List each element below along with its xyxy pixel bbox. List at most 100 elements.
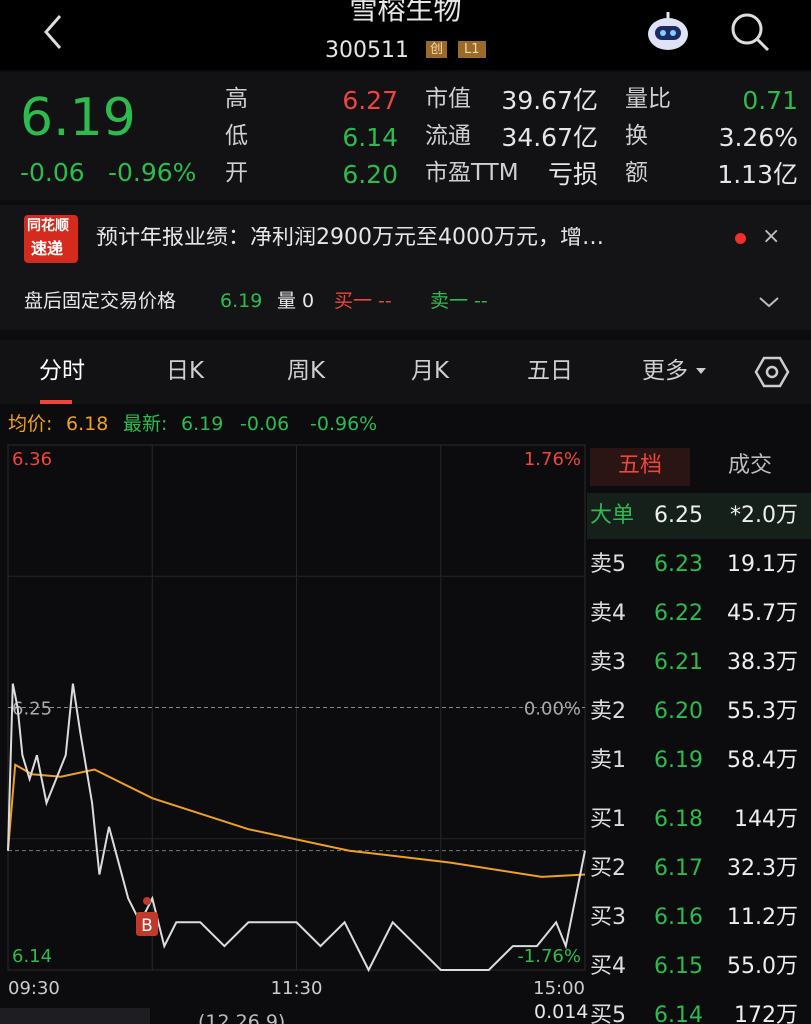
- expand-icon[interactable]: [758, 294, 780, 310]
- field-label: 高: [225, 86, 248, 112]
- x-tick-label: 15:00: [533, 978, 585, 999]
- book-volume: 55.3万: [727, 699, 798, 724]
- field-label: 低: [225, 123, 248, 149]
- settings-icon[interactable]: [754, 354, 790, 390]
- intraday-chart: 6.14 6.25 6.36 -1.76% 0.00% 1.76% 09:30 11:30 15…: [7, 444, 586, 999]
- stock-code: 300511: [325, 38, 409, 63]
- news-text[interactable]: 预计年报业绩：净利润2900万元至4000万元，增…: [96, 227, 604, 249]
- book-volume: 58.4万: [727, 748, 798, 773]
- field-value: 6.14: [342, 123, 398, 152]
- book-volume: 172万: [734, 1003, 798, 1024]
- field-value: 34.67亿: [501, 123, 598, 152]
- tab[interactable]: 月K: [410, 358, 450, 384]
- last-change-pct: -0.96%: [310, 413, 378, 435]
- book-volume: *2.0万: [730, 503, 798, 528]
- book-volume: 144万: [734, 807, 798, 832]
- tab[interactable]: 周K: [286, 358, 326, 384]
- back-button[interactable]: [38, 12, 68, 52]
- book-label: 买1: [590, 807, 626, 832]
- after-hours-label: 盘后固定交易价格: [24, 290, 177, 312]
- last-change: -0.06: [240, 413, 290, 435]
- book-tab[interactable]: 成交: [727, 453, 772, 478]
- book-tab: [590, 448, 690, 486]
- book-volume: 45.7万: [727, 601, 798, 626]
- book-price: 6.20: [654, 699, 703, 724]
- book-price: 6.22: [654, 601, 703, 626]
- field-label: 换: [625, 123, 648, 149]
- book-label: 卖4: [590, 601, 626, 626]
- field-value: 39.67亿: [501, 86, 598, 115]
- news-panel: [0, 205, 811, 330]
- y2-tick-label: -1.76%: [517, 946, 581, 967]
- quote-panel: [0, 72, 811, 200]
- series-line: [7, 683, 586, 973]
- book-volume: 19.1万: [727, 552, 798, 577]
- book-volume: 55.0万: [727, 954, 798, 979]
- book-price: 6.16: [654, 905, 703, 930]
- field-label: 量比: [625, 86, 671, 112]
- after-hours-price: 6.19: [220, 290, 263, 312]
- field-value: 亏损: [547, 160, 598, 189]
- search-icon[interactable]: [728, 10, 772, 54]
- buy-marker-dot: [143, 897, 151, 905]
- field-value: 6.20: [342, 160, 398, 189]
- field-value: 6.27: [342, 86, 398, 115]
- field-value: 0.71: [742, 86, 798, 115]
- book-price: 6.19: [654, 748, 703, 773]
- book-price: 6.15: [654, 954, 703, 979]
- last-value: 6.19: [181, 413, 224, 435]
- x-tick-label: 09:30: [8, 978, 60, 999]
- avg-value: 6.18: [66, 413, 109, 435]
- field-label: 开: [225, 160, 248, 186]
- title: 雪榕生物: [349, 0, 462, 26]
- book-label: 卖1: [590, 748, 626, 773]
- book-tab[interactable]: 五档: [617, 453, 662, 478]
- book-price: 6.21: [654, 650, 703, 675]
- y-tick-label: 6.25: [12, 699, 52, 720]
- avg-label: 均价:: [8, 413, 53, 435]
- y2-tick-label: 0.00%: [524, 699, 581, 720]
- after-hours-ask: 卖一 --: [430, 290, 488, 312]
- book-label: 买5: [590, 1003, 626, 1024]
- buy-marker-label: B: [141, 916, 153, 936]
- tab[interactable]: 日K: [165, 358, 205, 384]
- buy-marker: [136, 912, 158, 936]
- news-logo: [24, 215, 78, 263]
- field-value: 1.13亿: [717, 160, 798, 189]
- tab[interactable]: 更多: [642, 358, 688, 384]
- tab[interactable]: 五日: [527, 358, 573, 384]
- big-order-bg: [587, 493, 811, 539]
- book-label: 卖3: [590, 650, 626, 675]
- field-label: 额: [625, 160, 648, 186]
- book-volume: 11.2万: [727, 905, 798, 930]
- book-label: 卖2: [590, 699, 626, 724]
- change-pct: -0.96%: [108, 158, 197, 187]
- book-volume: 38.3万: [727, 650, 798, 675]
- after-hours-volume: 量 0: [277, 290, 315, 312]
- after-hours-bid: 买一 --: [334, 290, 392, 312]
- indicator-value: 0.014: [534, 1001, 589, 1023]
- x-tick-label: 11:30: [271, 978, 323, 999]
- book-volume: 32.3万: [727, 856, 798, 881]
- last-label: 最新:: [123, 413, 168, 435]
- book-label: 买2: [590, 856, 626, 881]
- y-tick-label: 6.14: [12, 946, 52, 967]
- field-label: 市值: [425, 86, 471, 112]
- close-button[interactable]: ×: [762, 224, 781, 249]
- book-price: 6.18: [654, 807, 703, 832]
- tab[interactable]: 分时: [39, 358, 85, 384]
- robot-icon[interactable]: [643, 8, 693, 54]
- logo-text: 同花顺: [27, 218, 69, 234]
- field-label: 市盈TTM: [425, 160, 519, 186]
- price: 6.19: [20, 88, 136, 148]
- book-label: 买4: [590, 954, 626, 979]
- y-tick-label: 6.36: [12, 449, 52, 470]
- indicator-params: (12,26,9): [198, 1011, 286, 1024]
- field-label: 流通: [425, 123, 471, 149]
- book-label: 卖5: [590, 552, 626, 577]
- y2-tick-label: 1.76%: [524, 449, 581, 470]
- field-value: 3.26%: [718, 123, 798, 152]
- badge: 创: [426, 41, 448, 58]
- indicator-tab[interactable]: [0, 1008, 150, 1024]
